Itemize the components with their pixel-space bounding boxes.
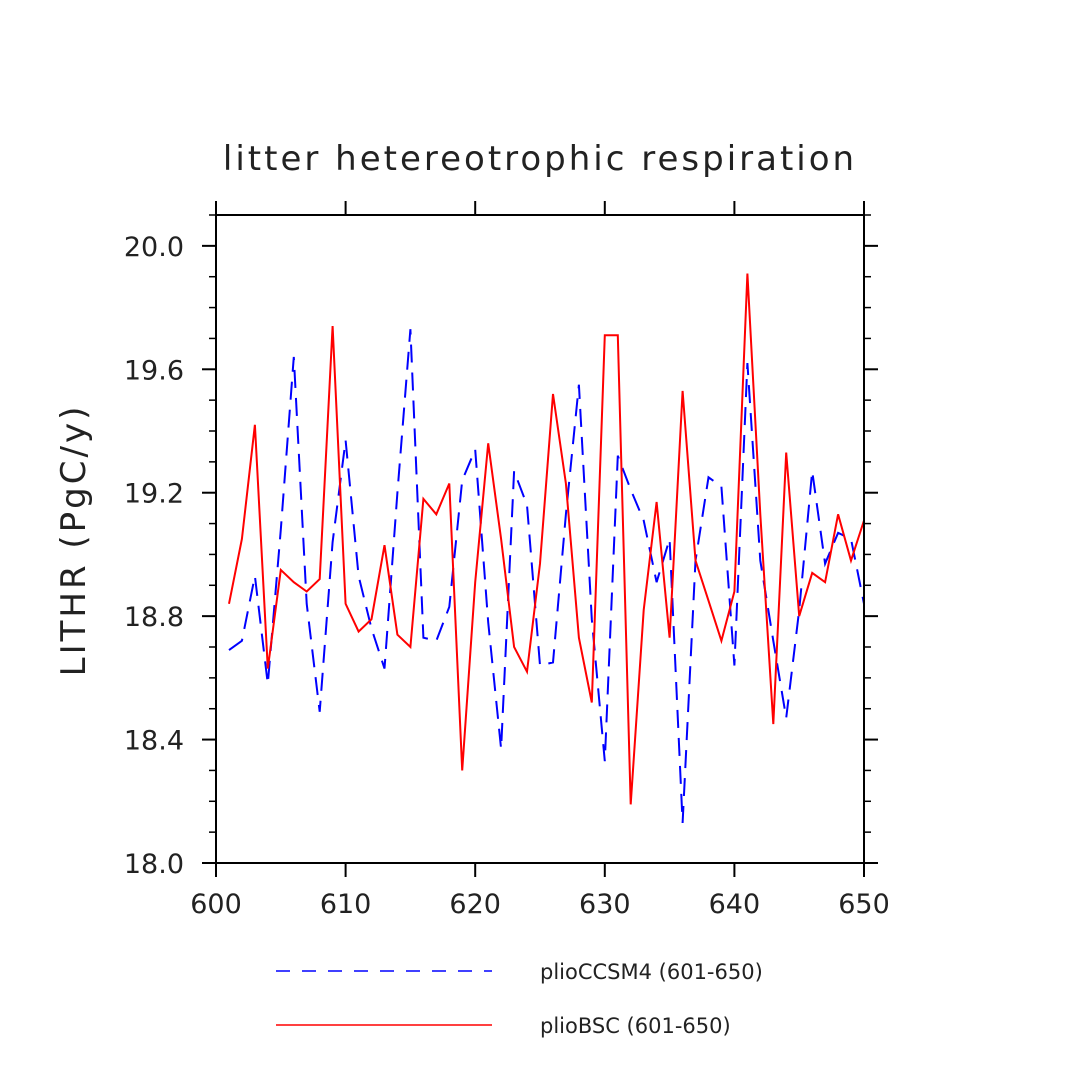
series-layer xyxy=(228,273,865,823)
axis-ticks xyxy=(202,201,878,877)
y-tick-label: 19.2 xyxy=(124,479,184,510)
x-tick-label: 630 xyxy=(579,889,631,920)
x-tick-label: 650 xyxy=(838,889,890,920)
chart-title: litter hetereotrophic respiration xyxy=(223,139,857,179)
legend-label-1: plioCCSM4 (601-650) xyxy=(540,960,763,984)
y-tick-label: 18.0 xyxy=(124,849,184,880)
x-tick-label: 600 xyxy=(190,889,242,920)
legend: plioCCSM4 (601-650) plioBSC (601-650) xyxy=(276,960,763,1038)
y-tick-label: 20.0 xyxy=(124,232,184,263)
x-tick-label: 640 xyxy=(709,889,761,920)
x-tick-label: 610 xyxy=(320,889,372,920)
plot-frame xyxy=(215,214,865,864)
y-tick-label: 19.6 xyxy=(124,355,184,386)
legend-label-2: plioBSC (601-650) xyxy=(540,1014,731,1038)
y-tick-label: 18.8 xyxy=(124,602,184,633)
series-line-2 xyxy=(228,273,865,805)
series-line-1 xyxy=(228,329,865,823)
y-axis-label: LITHR (PgC/y) xyxy=(54,404,94,677)
x-tick-label: 620 xyxy=(449,889,501,920)
tick-labels: 600 610 620 630 640 650 18.0 18.4 18.8 19.2 19.6 20… xyxy=(124,232,890,920)
y-tick-label: 18.4 xyxy=(124,726,184,757)
